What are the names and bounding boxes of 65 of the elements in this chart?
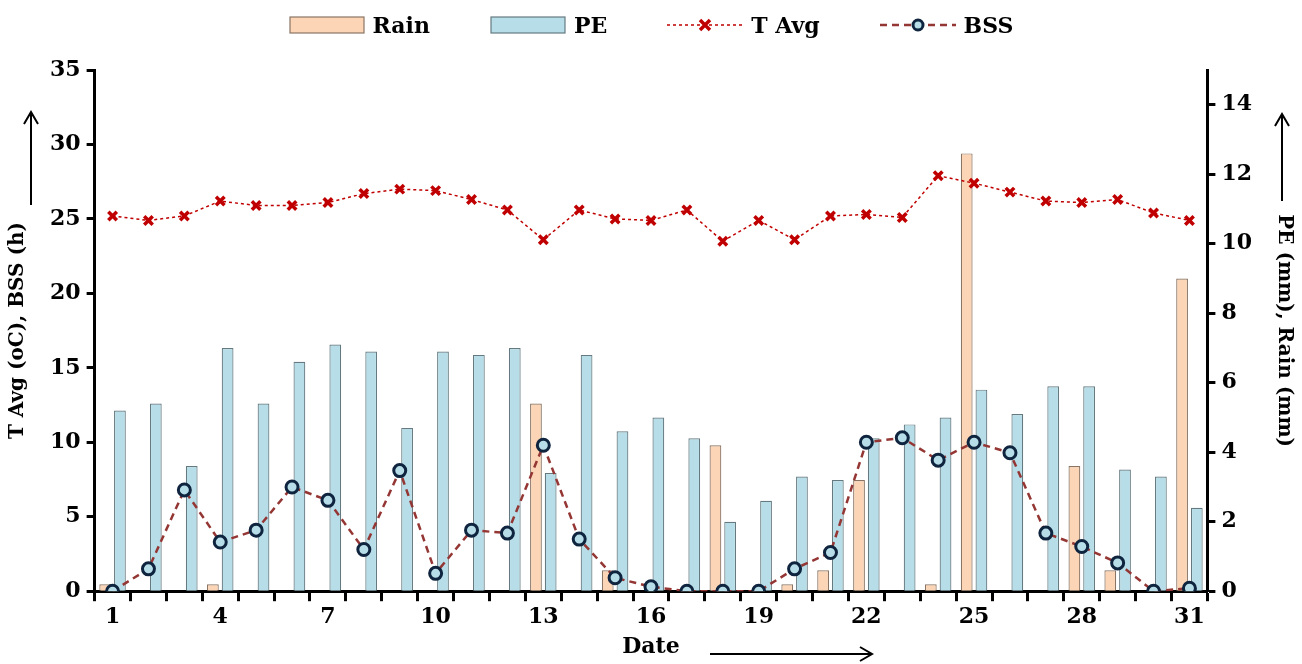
y2-tick-label: 2 bbox=[1221, 506, 1237, 533]
legend-label: T Avg bbox=[751, 12, 820, 38]
y-tick-label: 25 bbox=[49, 203, 81, 230]
x-tick-label: 13 bbox=[528, 602, 559, 629]
y2-tick-label: 0 bbox=[1221, 575, 1237, 602]
legend-label: Rain bbox=[372, 12, 430, 38]
y2-tick-label: 4 bbox=[1221, 436, 1237, 463]
point bbox=[1111, 193, 1124, 206]
point bbox=[214, 195, 227, 208]
x-tick-label: 28 bbox=[1066, 602, 1098, 629]
point bbox=[286, 199, 299, 212]
y2-tick-label: 10 bbox=[1221, 228, 1253, 255]
x-tick-label: 31 bbox=[1174, 602, 1205, 629]
point bbox=[968, 177, 981, 190]
y-tick-label: 20 bbox=[49, 278, 81, 305]
point bbox=[178, 209, 191, 222]
point bbox=[573, 203, 586, 216]
x-tick-label: 10 bbox=[420, 602, 451, 629]
point bbox=[1183, 214, 1196, 227]
y2-tick-label: 12 bbox=[1221, 158, 1253, 185]
point bbox=[1147, 206, 1160, 219]
y-axis-title: T Avg (oC), BSS (h) bbox=[4, 222, 29, 440]
point bbox=[537, 233, 550, 246]
point bbox=[321, 196, 334, 209]
point bbox=[357, 187, 370, 200]
point bbox=[860, 208, 873, 221]
point bbox=[250, 199, 263, 212]
x-tick-label: 22 bbox=[851, 602, 882, 629]
x-tick-label: 4 bbox=[212, 602, 228, 629]
point bbox=[824, 209, 837, 222]
y-tick-label: 5 bbox=[65, 501, 81, 528]
point bbox=[465, 193, 478, 206]
legend-label: BSS bbox=[963, 12, 1014, 38]
point bbox=[680, 203, 693, 216]
x-tick-label: 16 bbox=[635, 602, 667, 629]
point bbox=[106, 209, 119, 222]
x-tick-label: 19 bbox=[743, 602, 774, 629]
y-tick-label: 35 bbox=[49, 54, 81, 81]
legend-label: PE bbox=[573, 12, 608, 38]
x-tick-label: 1 bbox=[104, 602, 121, 629]
point bbox=[645, 214, 657, 227]
x-axis-title: Date bbox=[622, 631, 680, 658]
x-tick-label: 7 bbox=[320, 602, 336, 629]
y2-tick-label: 6 bbox=[1221, 367, 1237, 394]
y-tick-label: 30 bbox=[49, 129, 81, 156]
point bbox=[429, 184, 442, 197]
point bbox=[393, 183, 406, 196]
point bbox=[896, 211, 909, 224]
point bbox=[501, 203, 514, 216]
point bbox=[752, 214, 765, 227]
point bbox=[1003, 186, 1016, 199]
point bbox=[142, 214, 155, 227]
y-tick-label: 10 bbox=[49, 427, 81, 453]
point bbox=[932, 169, 945, 182]
point bbox=[1075, 196, 1088, 209]
y-tick-label: 15 bbox=[49, 352, 81, 379]
point bbox=[1039, 195, 1052, 208]
y2-axis-title: PE (mm), Rain (mm) bbox=[1273, 214, 1298, 448]
point bbox=[716, 235, 729, 248]
y2-tick-label: 14 bbox=[1221, 89, 1253, 116]
point bbox=[788, 233, 801, 246]
y2-tick-label: 8 bbox=[1221, 297, 1237, 324]
point bbox=[609, 212, 622, 225]
y-tick-label: 0 bbox=[65, 575, 81, 602]
x-tick-label: 25 bbox=[958, 602, 990, 629]
